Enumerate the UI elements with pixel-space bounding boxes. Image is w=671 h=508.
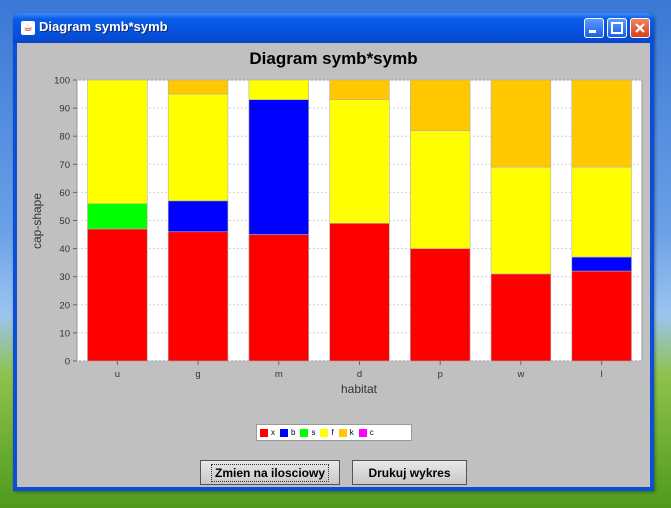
legend-label: c: [369, 428, 374, 437]
y-tick-label: 60: [59, 188, 70, 199]
window-content: Diagram symb*symb 0 10 20 30 40 50 60 70 80 90 100…: [17, 43, 650, 487]
bar-segment-f-d: [329, 99, 390, 224]
legend-swatch: [300, 428, 309, 437]
x-tick-label: w: [516, 369, 524, 380]
close-icon: [635, 23, 645, 33]
bar-segment-x-w: [490, 273, 552, 362]
y-tick-label: 20: [59, 300, 70, 311]
y-tick-label: 80: [59, 132, 70, 143]
bar-segment-k-w: [490, 79, 552, 168]
bar-segment-b-m: [248, 99, 309, 235]
x-tick-label: d: [357, 369, 362, 380]
bar-segment-k-g: [167, 79, 229, 95]
legend-label: f: [331, 428, 334, 437]
print-chart-button[interactable]: Drukuj wykres: [352, 460, 467, 485]
switch-to-quantity-button[interactable]: Zmien na ilosciowy: [200, 460, 340, 485]
window-title: Diagram symb*symb: [39, 19, 168, 34]
bar-segment-x-m: [248, 234, 309, 362]
stacked-bar-chart: 0 10 20 30 40 50 60 70 80 90 100 u g m d p w l habitat c…: [30, 76, 643, 396]
legend-label: k: [349, 428, 354, 437]
bar-segment-b-l: [571, 256, 632, 272]
bar-segment-f-u: [87, 79, 148, 204]
legend-item-x: x: [260, 428, 275, 437]
bar-segment-x-d: [329, 223, 390, 362]
bar-segment-x-p: [410, 248, 471, 362]
y-tick-label: 40: [59, 244, 70, 255]
maximize-button[interactable]: [607, 18, 627, 38]
x-tick-label: l: [601, 369, 603, 380]
legend-swatch: [280, 428, 288, 437]
chart-title: Diagram symb*symb: [249, 49, 418, 68]
minimize-icon: [589, 30, 596, 33]
y-tick-label: 100: [54, 76, 70, 87]
y-tick-label: 30: [59, 272, 70, 283]
y-tick-label: 70: [59, 160, 70, 171]
bar-segment-k-d: [329, 79, 390, 100]
bar-segment-k-p: [410, 79, 471, 131]
bar-segment-x-u: [87, 228, 148, 362]
bar-segment-b-g: [167, 200, 229, 233]
java-app-icon: ☕: [21, 21, 35, 35]
x-axis-label: habitat: [341, 382, 378, 396]
legend-swatch: [338, 428, 347, 437]
x-tick-label: p: [438, 369, 443, 380]
y-tick-label: 50: [59, 216, 70, 227]
y-tick-label: 10: [59, 328, 70, 339]
close-button[interactable]: [630, 18, 650, 38]
bar-segment-f-w: [490, 166, 552, 275]
x-tick-label: m: [275, 369, 283, 380]
app-window: ☕ Diagram symb*symb Diagram symb*symb 0 1…: [13, 13, 654, 491]
legend-item-c: c: [358, 428, 374, 437]
bar-segment-f-p: [410, 130, 471, 249]
switch-to-quantity-label: Zmien na ilosciowy: [210, 463, 330, 482]
legend-swatch: [358, 428, 367, 437]
y-axis-label: cap-shape: [30, 193, 44, 249]
title-bar[interactable]: ☕ Diagram symb*symb: [13, 13, 654, 43]
minimize-button[interactable]: [584, 18, 604, 38]
maximize-icon: [611, 22, 623, 34]
bar-segment-s-u: [87, 203, 148, 230]
y-tick-label: 90: [59, 104, 70, 115]
bar-segment-x-l: [571, 270, 632, 362]
legend-label: b: [291, 428, 296, 437]
print-chart-label: Drukuj wykres: [368, 465, 451, 480]
legend-label: x: [271, 428, 275, 437]
legend-swatch: [320, 428, 329, 437]
bar-segment-x-g: [167, 231, 229, 362]
legend-item-k: k: [338, 428, 354, 437]
legend-item-f: f: [320, 428, 334, 437]
bar-segment-f-m: [248, 79, 309, 100]
legend-item-b: b: [280, 428, 295, 437]
bar-segment-f-l: [571, 166, 632, 258]
y-tick-label: 0: [65, 357, 70, 368]
legend-swatch: [260, 428, 268, 437]
legend-label: s: [311, 428, 316, 437]
x-tick-label: u: [115, 369, 120, 380]
bar-segment-k-l: [571, 79, 632, 168]
bar-segment-f-g: [167, 93, 229, 202]
legend-item-s: s: [300, 428, 315, 437]
x-tick-label: g: [195, 369, 200, 380]
